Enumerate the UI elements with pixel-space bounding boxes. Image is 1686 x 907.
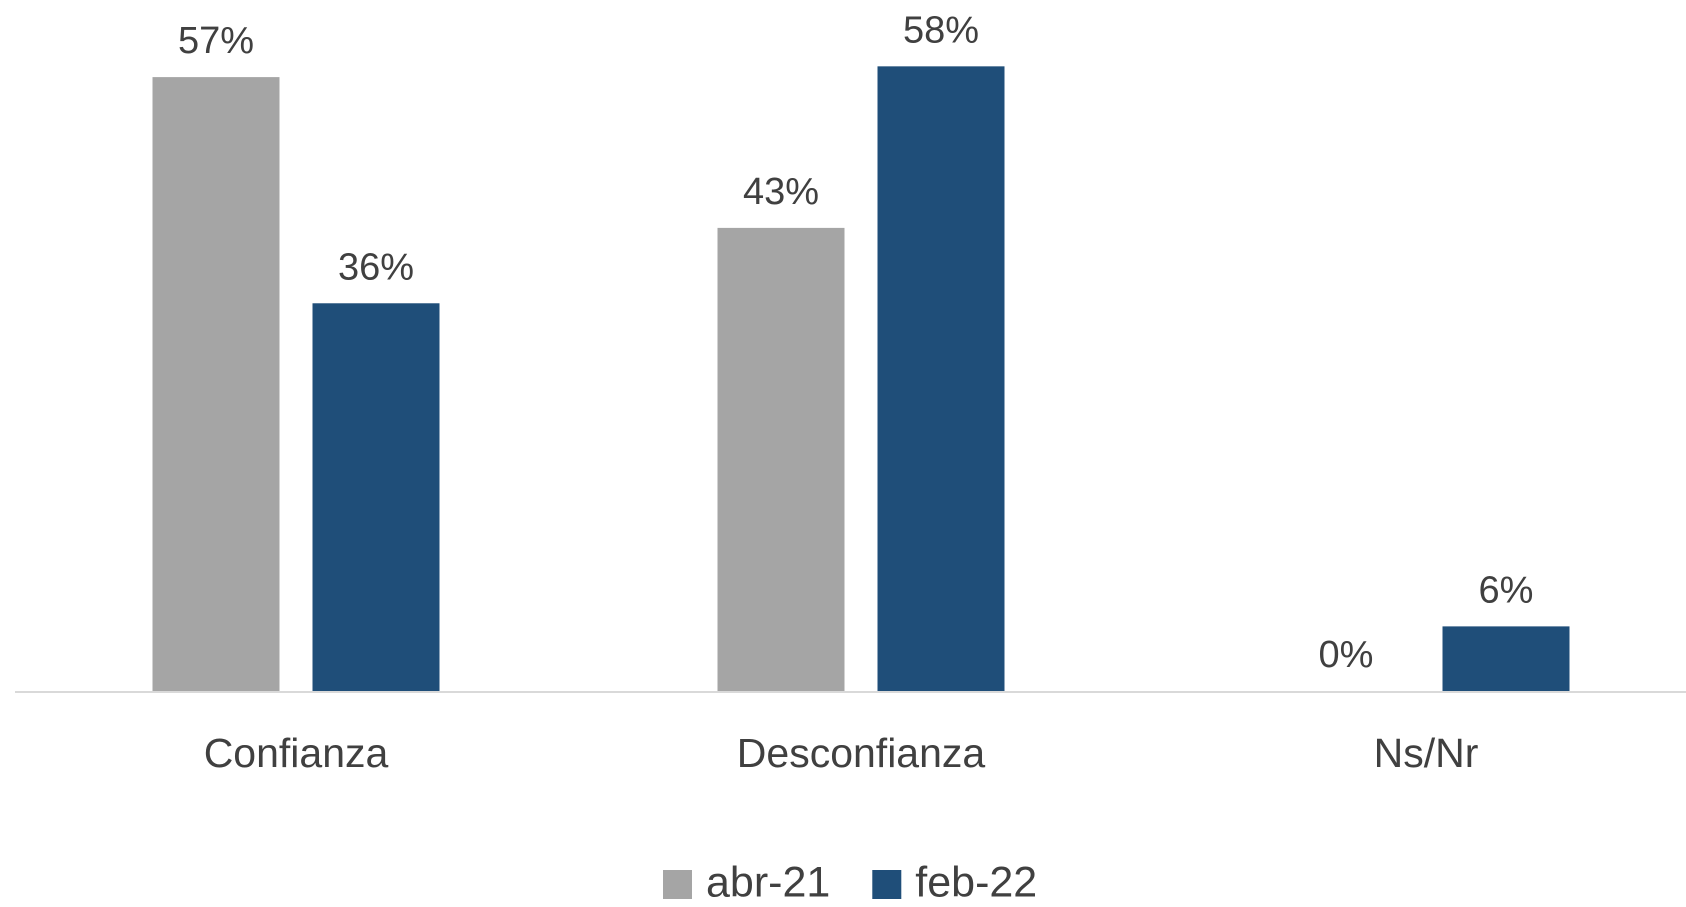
- x-tick-label: Ns/Nr: [1374, 730, 1479, 776]
- data-label: 36%: [338, 246, 414, 288]
- legend-label: abr-21: [706, 858, 830, 906]
- bar: [312, 303, 440, 691]
- bar: [1442, 626, 1570, 691]
- legend-swatch: [872, 870, 902, 899]
- bar: [877, 66, 1005, 692]
- data-label: 43%: [743, 171, 819, 213]
- data-label: 6%: [1479, 569, 1534, 611]
- bar: [152, 77, 280, 692]
- data-label: 0%: [1319, 634, 1374, 676]
- x-tick-label: Desconfianza: [737, 730, 986, 776]
- x-tick-label: Confianza: [204, 730, 389, 776]
- bar: [717, 227, 845, 691]
- data-label: 58%: [903, 9, 979, 51]
- legend-swatch: [663, 870, 692, 899]
- legend-label: feb-22: [915, 858, 1037, 906]
- data-label: 57%: [178, 20, 254, 62]
